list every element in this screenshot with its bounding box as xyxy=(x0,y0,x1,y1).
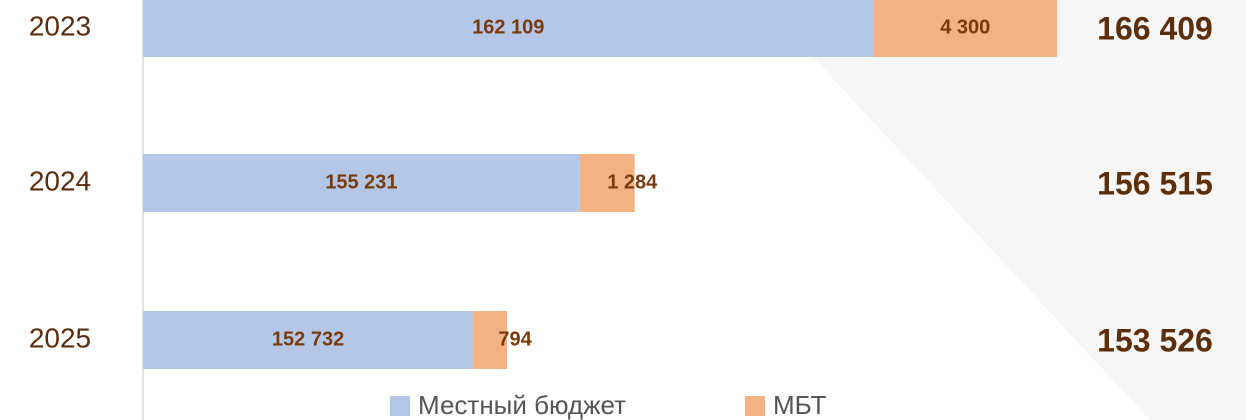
data-label: 155 231 xyxy=(325,171,397,193)
data-label: 794 xyxy=(498,328,532,350)
data-label: 152 732 xyxy=(272,328,344,350)
bar-segment xyxy=(143,0,874,57)
total-label: 153 526 xyxy=(1097,322,1213,358)
total-label: 156 515 xyxy=(1097,165,1213,201)
category-label: 2024 xyxy=(29,165,91,196)
data-label: 162 109 xyxy=(472,16,544,38)
bar-segment xyxy=(579,154,635,212)
legend-swatch xyxy=(745,396,765,416)
total-label: 166 409 xyxy=(1097,10,1213,46)
background-shape xyxy=(760,0,1246,420)
bar-segment xyxy=(873,0,1058,57)
data-label: 4 300 xyxy=(940,16,990,38)
legend-label: Местный бюджет xyxy=(418,390,626,420)
category-label: 2025 xyxy=(29,322,91,353)
data-label: 1 284 xyxy=(607,171,658,193)
legend-label: МБТ xyxy=(773,390,827,420)
bar-segment xyxy=(143,154,580,212)
legend-swatch xyxy=(390,396,410,416)
category-label: 2023 xyxy=(29,10,91,41)
bar-segment xyxy=(473,311,508,369)
bar-segment xyxy=(143,311,474,369)
